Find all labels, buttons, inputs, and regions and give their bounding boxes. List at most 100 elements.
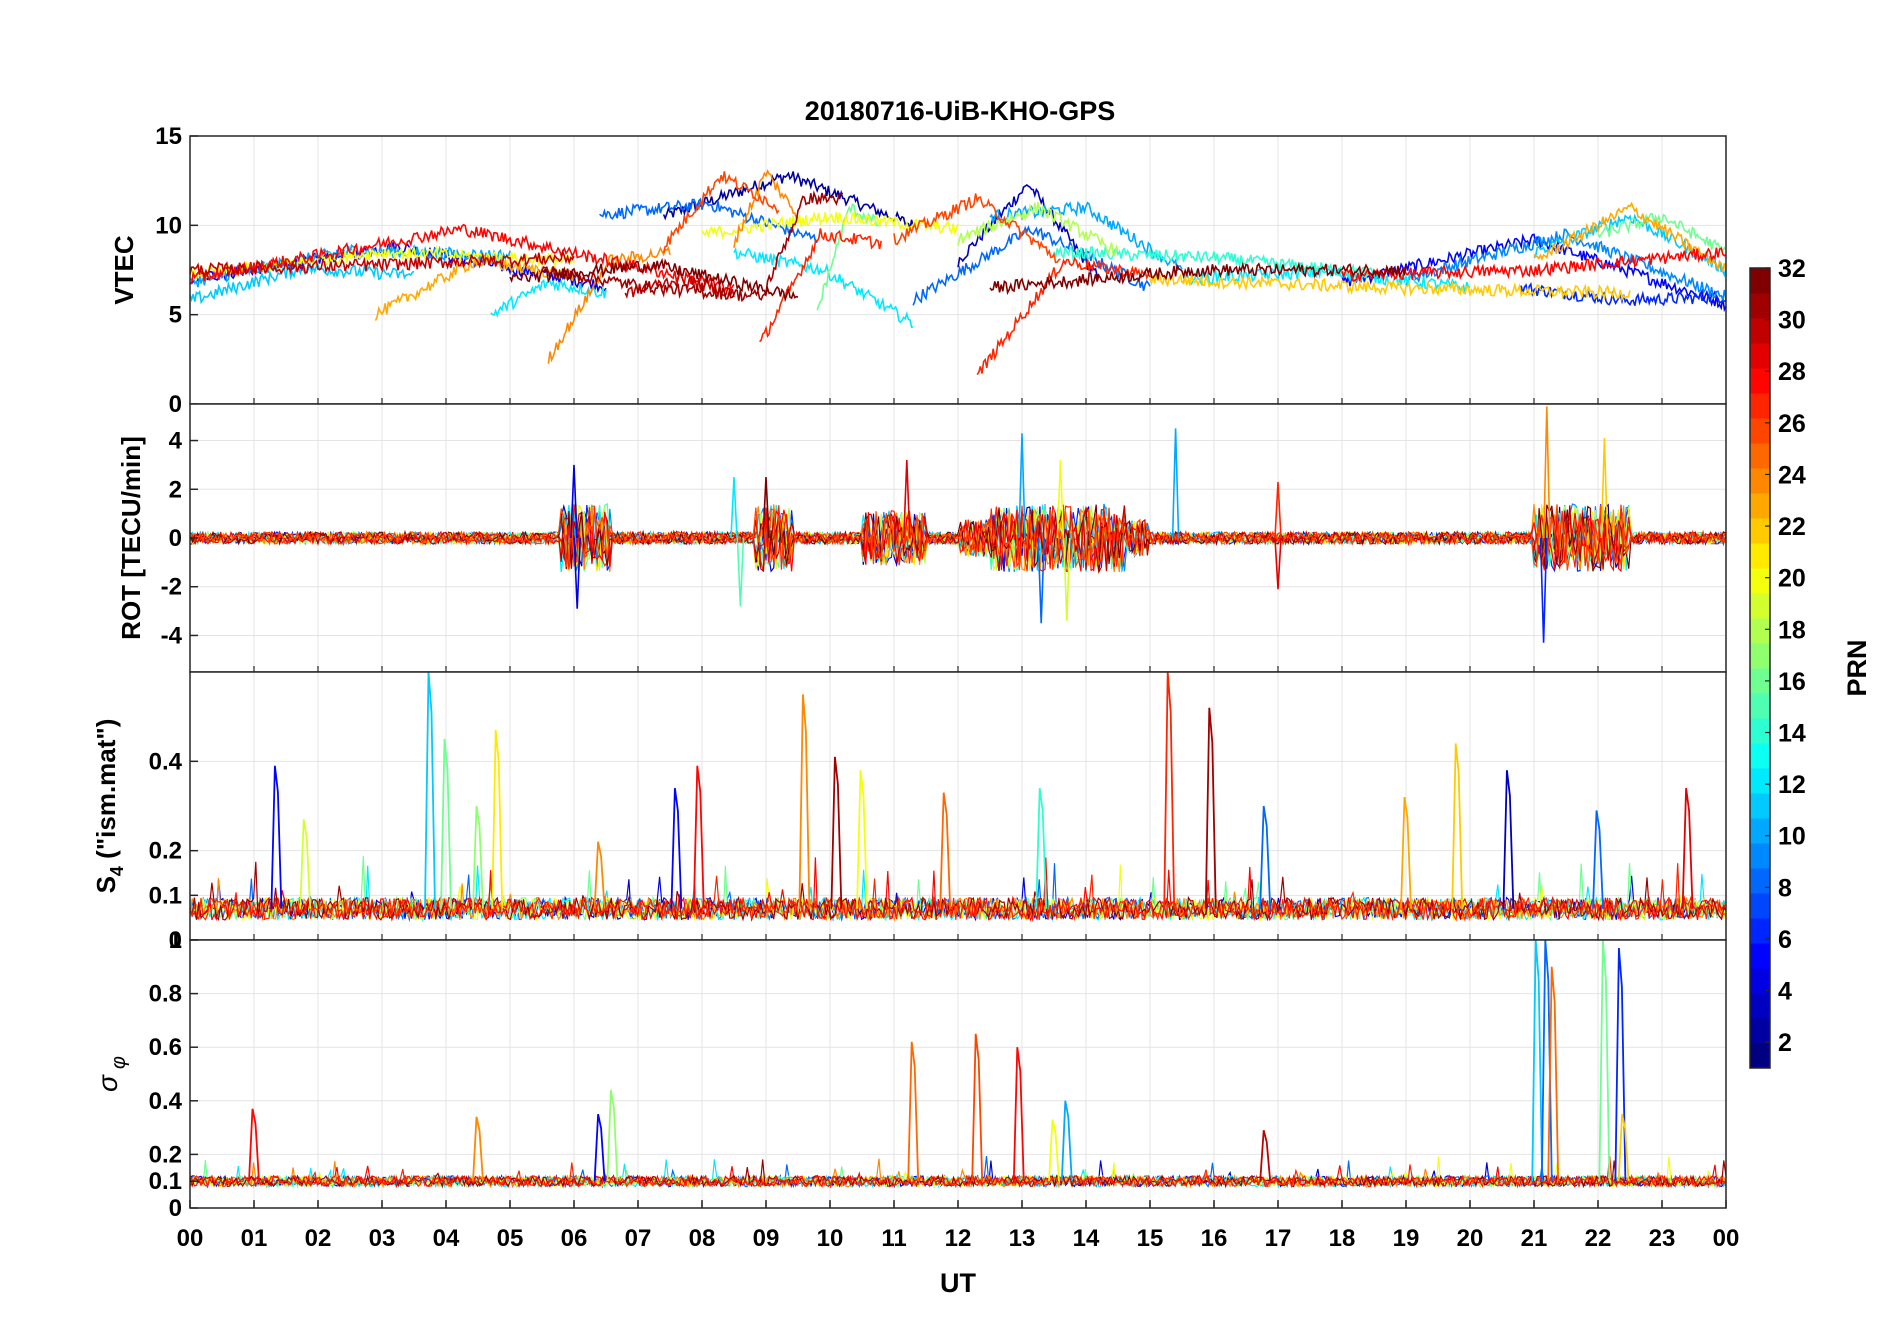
vtec-series-prn-5 [1341, 233, 1727, 313]
colorbar-tick-label: 8 [1778, 874, 1792, 902]
x-tick-label: 00 [177, 1225, 204, 1252]
vtec-series-prn-16 [1597, 212, 1727, 253]
sigma-phi-peak [606, 1089, 619, 1182]
colorbar-cell [1750, 368, 1770, 394]
colorbar-cell [1750, 743, 1770, 769]
colorbar-tick-label: 20 [1778, 565, 1806, 593]
colorbar-cell [1750, 893, 1770, 919]
s4-y-tick-label: 0 [169, 927, 182, 954]
colorbar-cell [1750, 343, 1770, 369]
colorbar-cell [1750, 993, 1770, 1019]
vtec-series-prn-32 [509, 257, 799, 303]
vtec-series-prn-3 [957, 184, 1100, 279]
x-tick-label: 21 [1521, 1225, 1548, 1252]
sigma-phi-peak [1547, 966, 1560, 1182]
x-tick-label: 23 [1649, 1225, 1676, 1252]
colorbar-cell [1750, 443, 1770, 469]
s4-peak [670, 788, 683, 909]
x-tick-label: 07 [625, 1225, 652, 1252]
vtec-y-tick-label: 15 [155, 123, 182, 150]
colorbar-tick-label: 12 [1778, 771, 1806, 799]
x-tick-label: 01 [241, 1225, 268, 1252]
colorbar-cell [1750, 568, 1770, 594]
colorbar-cell [1750, 768, 1770, 794]
colorbar-tick-label: 6 [1778, 926, 1792, 954]
vtec-y-tick-label: 0 [169, 391, 182, 418]
sigma-phi-peak [1598, 939, 1611, 1182]
panel-rot-ylabel: ROT [TECU/min] [116, 436, 146, 640]
s4-peak [1204, 707, 1217, 909]
panel-s4-ylabel: S4 ("ism.mat") [91, 719, 127, 894]
x-tick-label: 08 [689, 1225, 716, 1252]
vtec-series-prn-23 [1533, 201, 1727, 272]
colorbar-cell [1750, 468, 1770, 494]
s4-peak [1163, 671, 1176, 909]
colorbar-tick-label: 18 [1778, 616, 1806, 644]
s4-y-tick-label: 0.4 [149, 748, 183, 775]
colorbar-cell [1750, 268, 1770, 294]
rot-spike [570, 464, 578, 539]
colorbar-cell [1750, 518, 1770, 544]
rot-y-tick-label: -2 [161, 574, 182, 601]
x-tick-label: 20 [1457, 1225, 1484, 1252]
sigma-phi-y-tick-label: 0.6 [149, 1034, 182, 1061]
vtec-series-prn-14 [1053, 244, 1375, 279]
sigma-phi-peak [907, 1041, 920, 1182]
vtec-series-prn-31 [541, 265, 767, 303]
colorbar-tick-label: 2 [1778, 1029, 1792, 1057]
colorbar-tick-label: 4 [1778, 978, 1792, 1006]
colorbar-cell [1750, 293, 1770, 319]
rot-spike [1056, 460, 1065, 539]
colorbar-tick-label: 24 [1778, 461, 1806, 489]
vtec-series-prn-24 [733, 168, 799, 248]
panel-s4: 0 0.1 0.2 0.4 S4 ("ism.mat") [91, 671, 1727, 954]
rot-series-prn-32 [189, 504, 1727, 572]
x-tick-label: 04 [433, 1225, 460, 1252]
s4-peak [299, 819, 312, 909]
colorbar-tick-label: 28 [1778, 358, 1806, 386]
s4-peak [440, 738, 452, 909]
vtec-series-prn-30 [624, 270, 735, 299]
rot-y-tick-label: 4 [169, 428, 183, 455]
x-tick-label: 13 [1009, 1225, 1036, 1252]
vtec-series-prn-30 [189, 248, 575, 278]
colorbar-cell [1750, 943, 1770, 969]
colorbar-label: PRN [1842, 639, 1872, 696]
vtec-series-prn-26 [662, 171, 780, 253]
colorbar-cell [1750, 593, 1770, 619]
sigma-phi-series-prn-27 [189, 1155, 1727, 1189]
vtec-series-prn-26 [893, 193, 1061, 264]
colorbar-cell [1750, 918, 1770, 944]
s4-peak [424, 671, 436, 909]
colorbar-cell [1750, 618, 1770, 644]
panel-vtec: 0 5 10 15 VTEC [109, 123, 1727, 418]
sigma-phi-y-tick-label: 0 [169, 1195, 182, 1222]
sigma-phi-y-tick-label: 0.4 [149, 1088, 183, 1115]
rot-spike [1543, 406, 1551, 539]
sigma-phi-peak [1060, 1100, 1073, 1182]
rot-spike [1274, 537, 1282, 590]
colorbar-cell [1750, 1043, 1770, 1069]
colorbar-cell [1750, 668, 1770, 694]
chart-title: 20180716-UiB-KHO-GPS [805, 96, 1116, 126]
rot-spike [1171, 428, 1180, 539]
rot-y-tick-label: -4 [161, 622, 183, 649]
colorbar-tick-label: 16 [1778, 668, 1806, 696]
colorbar-cell [1750, 793, 1770, 819]
colorbar-tick-label: 30 [1778, 307, 1806, 335]
rot-spike [736, 537, 745, 607]
s4-peak [1259, 805, 1272, 909]
colorbar-cell [1750, 693, 1770, 719]
x-tick-label: 18 [1329, 1225, 1356, 1252]
colorbar-tick-label: 22 [1778, 513, 1806, 541]
vtec-series-prn-32 [989, 261, 1407, 296]
s4-peak [1502, 770, 1515, 909]
s4-series-prn-24 [189, 878, 1727, 922]
s4-peak [1681, 788, 1694, 909]
s4-peak [270, 765, 283, 909]
x-tick-label: 02 [305, 1225, 332, 1252]
s4-peak [798, 694, 811, 909]
x-tick-label: 16 [1201, 1225, 1228, 1252]
vtec-series-prn-18 [957, 202, 1119, 257]
vtec-series-prn-9 [1405, 228, 1727, 303]
